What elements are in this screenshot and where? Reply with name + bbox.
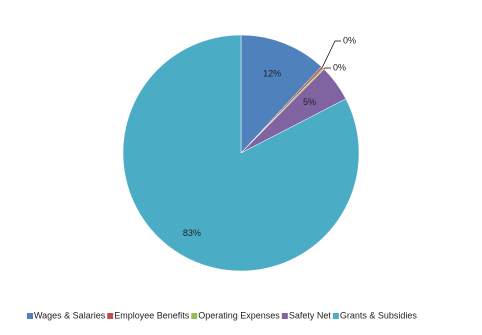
leader-line	[321, 40, 341, 68]
pie-slice	[122, 34, 360, 272]
legend-swatch	[281, 313, 288, 319]
data-label: 0%	[343, 35, 356, 45]
pie-slice	[240, 34, 322, 154]
legend-label: Safety Net	[289, 310, 332, 320]
data-label: 0%	[333, 62, 346, 72]
legend-label: Grants & Subsidies	[340, 310, 418, 320]
legend-label: Operating Expenses	[198, 310, 280, 320]
data-label: 12%	[263, 68, 281, 78]
leader-line	[323, 67, 331, 70]
legend-swatch	[191, 313, 198, 319]
legend-label: Employee Benefits	[114, 310, 190, 320]
data-label: 5%	[303, 97, 316, 107]
legend-swatch	[332, 313, 339, 319]
data-label: 83%	[183, 228, 201, 238]
legend-label: Wages & Salaries	[34, 310, 106, 320]
legend-swatch	[107, 313, 114, 319]
legend-swatch	[27, 313, 33, 319]
